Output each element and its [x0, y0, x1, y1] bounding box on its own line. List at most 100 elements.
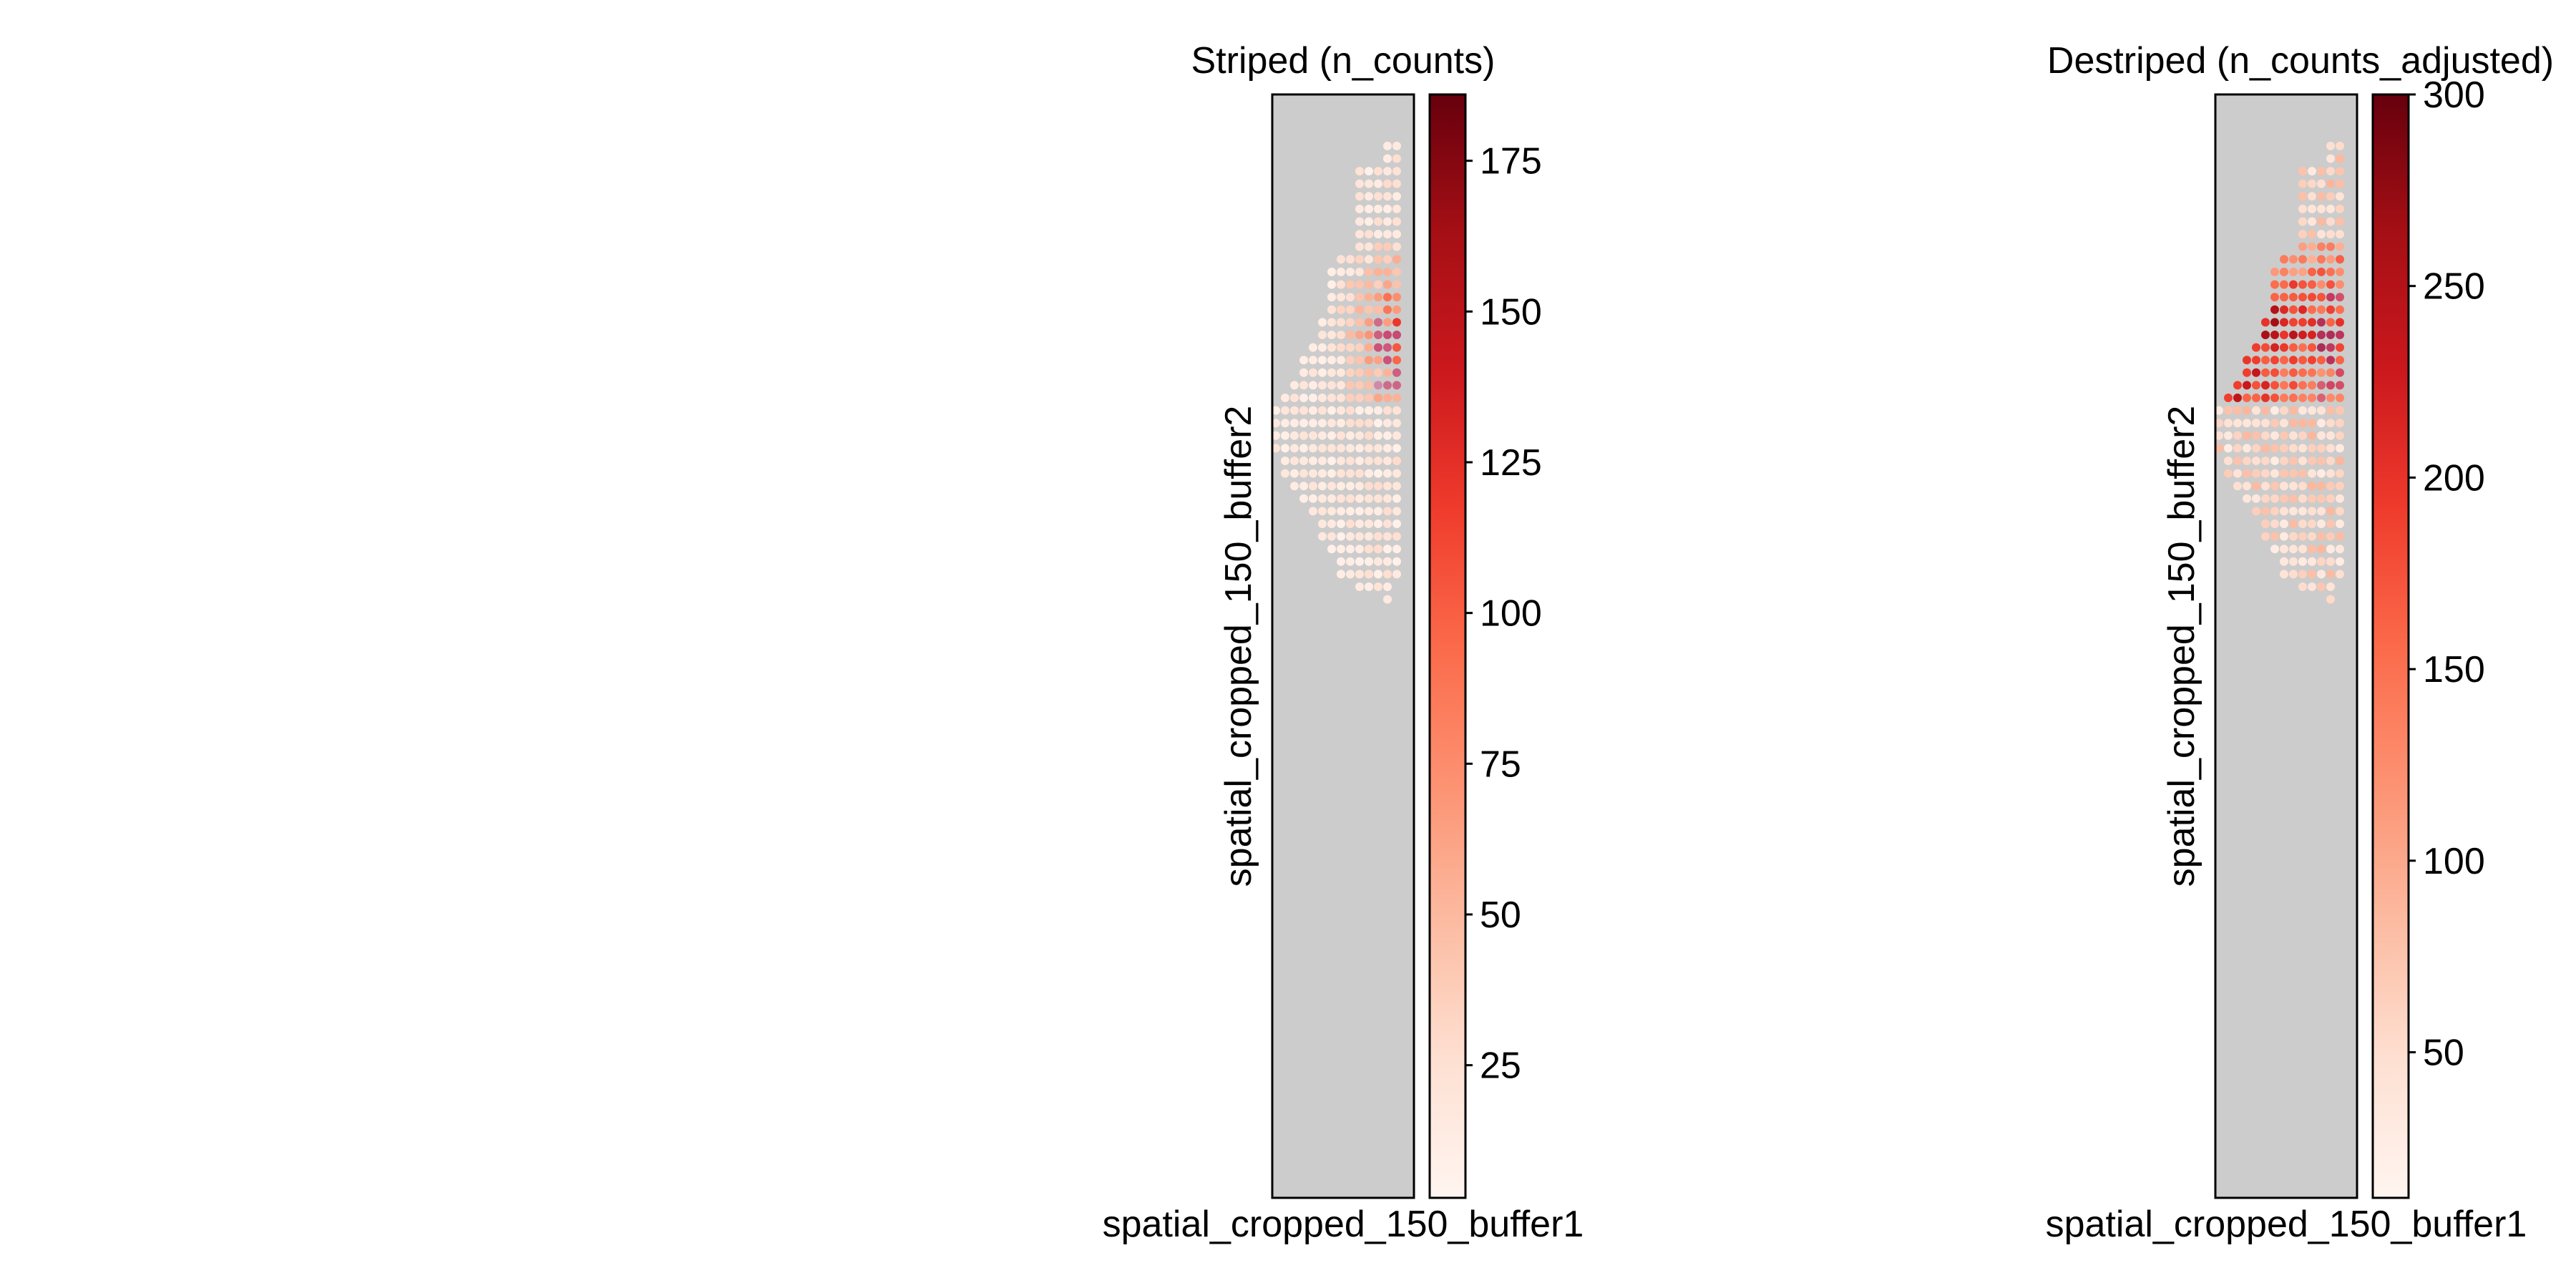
spot-point [2233, 482, 2242, 491]
spot-point [1392, 331, 1401, 339]
spot-point [1392, 242, 1401, 251]
spot-point [1383, 570, 1392, 579]
spot-point [2308, 242, 2316, 251]
spot-point [2317, 217, 2326, 226]
spot-point [2224, 431, 2233, 440]
spot-point [1290, 444, 1299, 453]
spot-point [1383, 582, 1392, 591]
spot-point [2308, 582, 2316, 591]
spot-point [1346, 280, 1355, 289]
spot-point [2280, 507, 2288, 516]
spot-point [1365, 280, 1373, 289]
spot-point [1365, 268, 1373, 276]
spot-point [2289, 406, 2298, 415]
spot-point [2298, 457, 2307, 465]
spot-point [1346, 255, 1355, 264]
spot-point [1346, 494, 1355, 503]
spot-point [2326, 532, 2335, 541]
spot-point [1290, 482, 1299, 491]
spot-point [2336, 570, 2344, 579]
spot-point [2326, 494, 2335, 503]
spot-point [2233, 394, 2242, 402]
spot-point [1392, 268, 1401, 276]
spot-point [1392, 179, 1401, 188]
spot-point [2243, 368, 2251, 377]
spot-point [1392, 280, 1401, 289]
spot-point [1383, 167, 1392, 176]
spot-point [2289, 331, 2298, 339]
spot-point [2261, 482, 2270, 491]
spot-point [2298, 217, 2307, 226]
spot-point [2336, 545, 2344, 554]
spot-point [1392, 494, 1401, 503]
spot-point [2336, 318, 2344, 327]
spot-point [2261, 431, 2270, 440]
spot-point [1318, 431, 1327, 440]
spot-point [2317, 343, 2326, 352]
spot-point [1392, 356, 1401, 365]
spot-point [1374, 394, 1382, 402]
spot-point [2261, 343, 2270, 352]
spot-point [1337, 331, 1345, 339]
spot-point [1392, 255, 1401, 264]
spot-point [2336, 381, 2344, 390]
colorbar-tick-label: 100 [1480, 593, 1542, 635]
colorbar-tick-label: 250 [2423, 266, 2485, 308]
plot-frame [2214, 93, 2358, 1199]
spot-point [1355, 318, 1364, 327]
spot-point [2280, 570, 2288, 579]
spot-point [1337, 356, 1345, 365]
spot-point [1365, 419, 1373, 428]
spot-point [1383, 444, 1392, 453]
spot-point [2298, 356, 2307, 365]
spot-point [2326, 293, 2335, 302]
spot-point [1374, 368, 1382, 377]
spot-point [2270, 545, 2279, 554]
spot-point [1346, 268, 1355, 276]
spot-point [1355, 394, 1364, 402]
spot-point [1383, 381, 1392, 390]
spot-point [1355, 381, 1364, 390]
spot-point [1290, 419, 1299, 428]
spot-point [1392, 545, 1401, 554]
spot-point [2252, 431, 2260, 440]
spot-point [2317, 457, 2326, 465]
spot-point [2280, 494, 2288, 503]
spot-point [2317, 293, 2326, 302]
spot-point [1337, 570, 1345, 579]
spot-point [1318, 419, 1327, 428]
spot-point [1365, 507, 1373, 516]
spot-point [2336, 431, 2344, 440]
spot-point [1392, 154, 1401, 163]
spot-point [2326, 192, 2335, 201]
spot-point [2215, 419, 2223, 428]
spot-point [1374, 457, 1382, 465]
spot-point [2224, 457, 2233, 465]
spot-point [1365, 242, 1373, 251]
spot-point [1337, 482, 1345, 491]
spot-point [1299, 381, 1308, 390]
spot-point [2308, 255, 2316, 264]
spot-point [2336, 305, 2344, 314]
spot-point [1374, 179, 1382, 188]
spot-point [2317, 167, 2326, 176]
spot-point [1337, 305, 1345, 314]
spot-point [2326, 368, 2335, 377]
spot-point [1392, 230, 1401, 239]
spot-point [2317, 205, 2326, 213]
spot-point [2289, 494, 2298, 503]
spot-point [1337, 507, 1345, 516]
spot-point [1383, 457, 1392, 465]
spot-point [2289, 318, 2298, 327]
spot-point [1309, 469, 1317, 478]
spot-point [1365, 368, 1373, 377]
spot-point [1337, 368, 1345, 377]
spot-point [2243, 419, 2251, 428]
spot-point [2252, 507, 2260, 516]
spot-point [2336, 557, 2344, 566]
spot-point [1374, 217, 1382, 226]
spot-point [1299, 419, 1308, 428]
spot-point [2298, 507, 2307, 516]
spot-point [2270, 519, 2279, 528]
spot-point [2326, 230, 2335, 239]
